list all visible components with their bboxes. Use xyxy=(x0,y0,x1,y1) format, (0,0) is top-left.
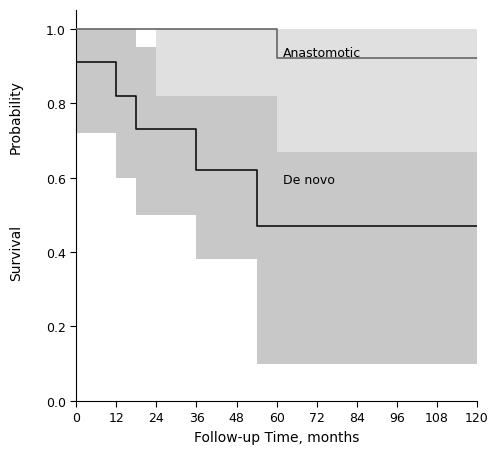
X-axis label: Follow-up Time, months: Follow-up Time, months xyxy=(194,430,360,444)
Text: Probability: Probability xyxy=(9,80,23,153)
Text: Anastomotic: Anastomotic xyxy=(284,47,362,60)
Text: Survival: Survival xyxy=(9,225,23,281)
Text: De novo: De novo xyxy=(284,173,335,187)
